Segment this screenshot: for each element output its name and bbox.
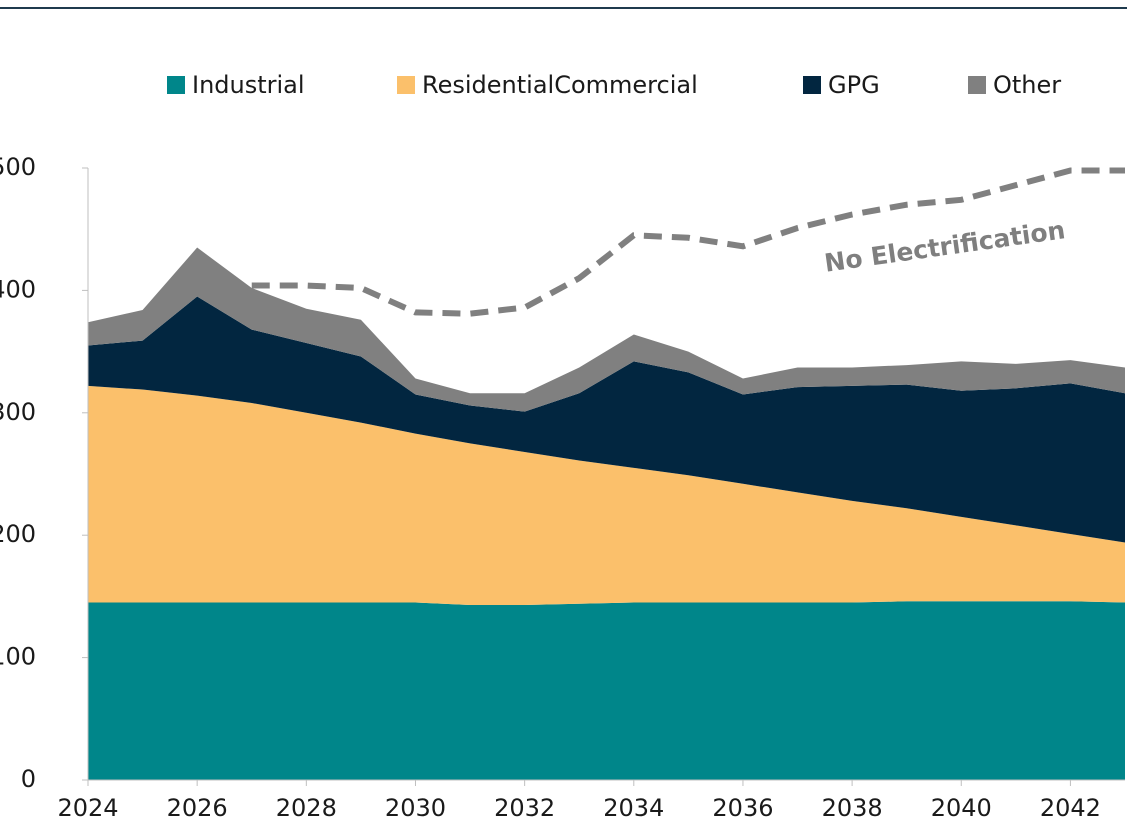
- legend-swatch: [968, 76, 986, 94]
- y-tick-label: 100: [0, 643, 36, 671]
- x-tick-label: 2036: [712, 794, 773, 822]
- x-tick-label: 2024: [57, 794, 118, 822]
- y-tick-label: 400: [0, 275, 36, 303]
- x-tick-label: 2032: [494, 794, 555, 822]
- y-tick-label: 0: [21, 765, 36, 793]
- area: [88, 247, 1125, 412]
- area: [88, 296, 1125, 543]
- legend-label: ResidentialCommercial: [422, 71, 698, 99]
- legend-swatch: [397, 76, 415, 94]
- area: [88, 385, 1125, 605]
- legend-swatch: [167, 76, 185, 94]
- y-tick-label: 300: [0, 398, 36, 426]
- x-tick-label: 2042: [1040, 794, 1101, 822]
- plot-area: [88, 167, 1125, 780]
- area: [88, 601, 1125, 780]
- y-tick-label: 500: [0, 153, 36, 181]
- x-tick-label: 2040: [931, 794, 992, 822]
- x-tick-label: 2026: [167, 794, 228, 822]
- x-tick-label: 2034: [603, 794, 664, 822]
- x-tick-label: 2038: [822, 794, 883, 822]
- x-tick-label: 2030: [385, 794, 446, 822]
- legend-swatch: [803, 76, 821, 94]
- legend-label: GPG: [828, 71, 880, 99]
- line: [251, 167, 1125, 317]
- line-annotation: No Electrification: [823, 215, 1067, 278]
- legend-label: Industrial: [192, 71, 305, 99]
- x-tick-label: 2028: [276, 794, 337, 822]
- y-tick-label: 200: [0, 520, 36, 548]
- legend-label: Other: [993, 71, 1061, 99]
